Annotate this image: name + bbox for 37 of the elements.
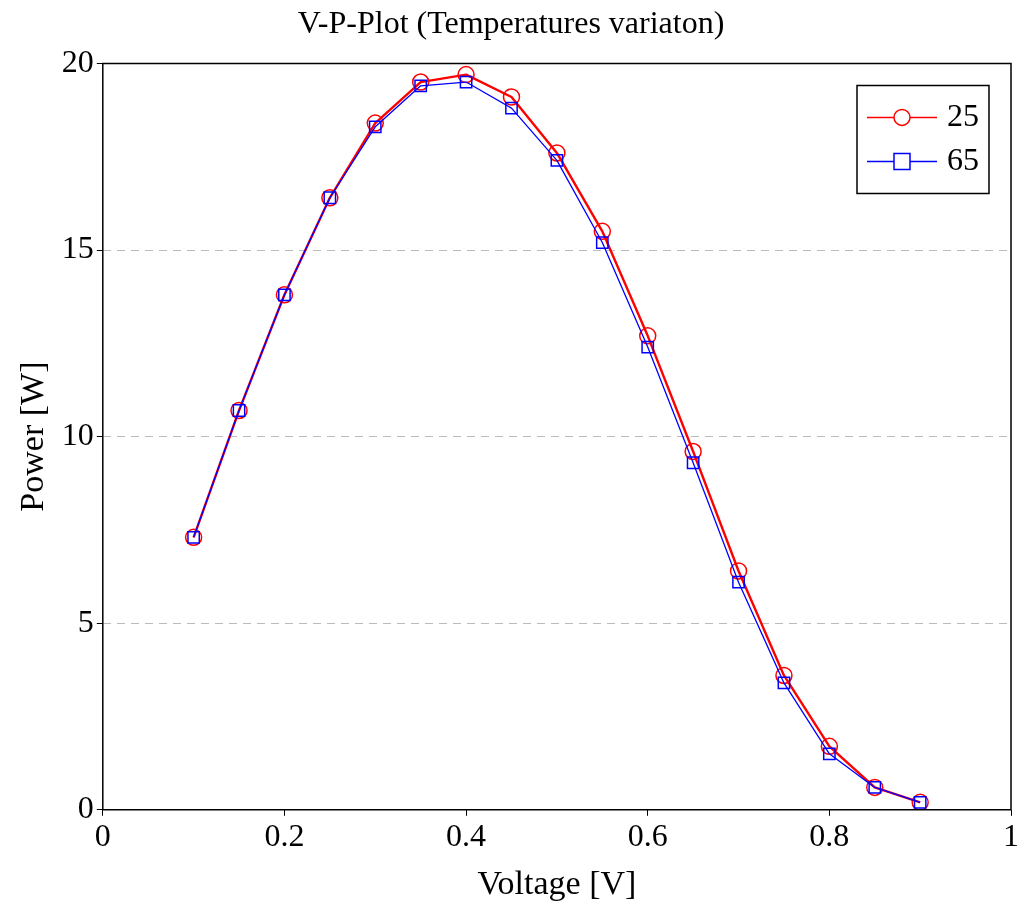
point bbox=[457, 65, 475, 84]
x-axis-title: Voltage [V] bbox=[477, 863, 637, 901]
point bbox=[505, 101, 518, 115]
point bbox=[684, 442, 702, 461]
x-tick-label: 0.8 bbox=[809, 817, 850, 854]
point bbox=[638, 327, 657, 345]
point bbox=[502, 88, 521, 106]
point bbox=[595, 236, 609, 249]
point bbox=[459, 75, 473, 89]
point bbox=[366, 114, 385, 132]
point bbox=[548, 144, 566, 162]
point bbox=[411, 73, 430, 91]
x-tick-label: 0.4 bbox=[446, 817, 487, 854]
x-tick-label: 0.6 bbox=[627, 817, 668, 854]
point bbox=[775, 666, 793, 685]
point bbox=[777, 676, 791, 690]
point bbox=[686, 456, 700, 470]
x-tick-label: 1 bbox=[1003, 817, 1019, 854]
y-tick-label: 20 bbox=[61, 42, 94, 79]
point bbox=[822, 747, 836, 761]
point bbox=[593, 222, 612, 241]
point bbox=[729, 562, 748, 580]
chart-title: V-P-Plot (Temperatures variaton) bbox=[297, 3, 725, 40]
y-axis-title: Power [W] bbox=[13, 361, 51, 512]
legend-label: 65 bbox=[947, 140, 979, 177]
y-tick-label: 10 bbox=[61, 416, 94, 453]
point bbox=[820, 737, 839, 756]
point bbox=[368, 120, 382, 134]
point bbox=[414, 79, 428, 93]
point bbox=[641, 340, 655, 354]
y-tick-label: 0 bbox=[77, 789, 94, 826]
y-tick-label: 15 bbox=[61, 229, 94, 266]
point bbox=[732, 575, 745, 589]
x-tick-label: 0.2 bbox=[264, 817, 305, 854]
point bbox=[550, 154, 564, 167]
legend-label: 25 bbox=[947, 96, 979, 133]
y-tick-label: 5 bbox=[77, 602, 94, 639]
